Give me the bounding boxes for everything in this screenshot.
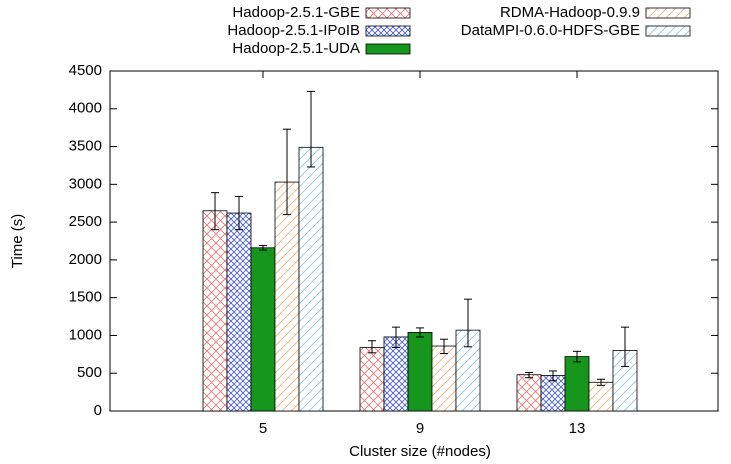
- legend-label: DataMPI-0.6.0-HDFS-GBE: [461, 22, 640, 39]
- error-bar: [573, 350, 581, 363]
- legend-label: Hadoop-2.5.1-GBE: [232, 4, 360, 21]
- legend-swatch: [645, 25, 691, 37]
- x-tick-label: 5: [259, 420, 267, 437]
- legend-swatch: [365, 7, 411, 19]
- legend-swatch: [645, 7, 691, 19]
- x-tick-label: 13: [569, 420, 586, 437]
- legend-swatch: [365, 43, 411, 55]
- error-bar: [597, 378, 605, 386]
- bar: [564, 356, 590, 412]
- error-bar: [549, 370, 557, 382]
- bar: [431, 345, 457, 412]
- bar: [516, 374, 542, 412]
- error-bar: [525, 371, 533, 379]
- bar: [274, 181, 300, 412]
- error-bar: [259, 245, 267, 251]
- error-bar: [368, 340, 376, 354]
- error-bar: [392, 326, 400, 349]
- error-bar: [621, 326, 629, 367]
- x-axis-label: Cluster size (#nodes): [349, 443, 491, 460]
- legend-label: Hadoop-2.5.1-UDA: [232, 40, 360, 57]
- y-tick-label: 3000: [69, 175, 102, 192]
- y-tick-label: 2500: [69, 213, 102, 230]
- y-tick-label: 4000: [69, 100, 102, 117]
- y-tick-label: 1500: [69, 289, 102, 306]
- error-bar: [416, 327, 424, 338]
- y-tick-label: 500: [77, 364, 102, 381]
- bar: [359, 347, 385, 412]
- bar: [250, 247, 276, 412]
- y-tick-label: 1000: [69, 326, 102, 343]
- y-tick-label: 4500: [69, 62, 102, 79]
- y-tick-label: 3500: [69, 138, 102, 155]
- legend-label: RDMA-Hadoop-0.9.9: [500, 4, 640, 21]
- error-bar: [235, 195, 243, 231]
- error-bar: [464, 298, 472, 348]
- bar: [383, 336, 409, 412]
- error-bar: [440, 338, 448, 355]
- bar: [226, 212, 252, 412]
- y-tick-label: 0: [94, 402, 102, 419]
- error-bar: [283, 128, 291, 216]
- y-tick-label: 2000: [69, 251, 102, 268]
- y-axis-label: Time (s): [9, 214, 26, 268]
- bar: [407, 332, 433, 412]
- bar: [202, 210, 228, 412]
- legend-label: Hadoop-2.5.1-IPoIB: [227, 22, 360, 39]
- legend-swatch: [365, 25, 411, 37]
- bar: [298, 146, 324, 412]
- x-tick-label: 9: [416, 420, 424, 437]
- bar: [588, 381, 614, 412]
- error-bar: [211, 192, 219, 231]
- error-bar: [307, 90, 315, 168]
